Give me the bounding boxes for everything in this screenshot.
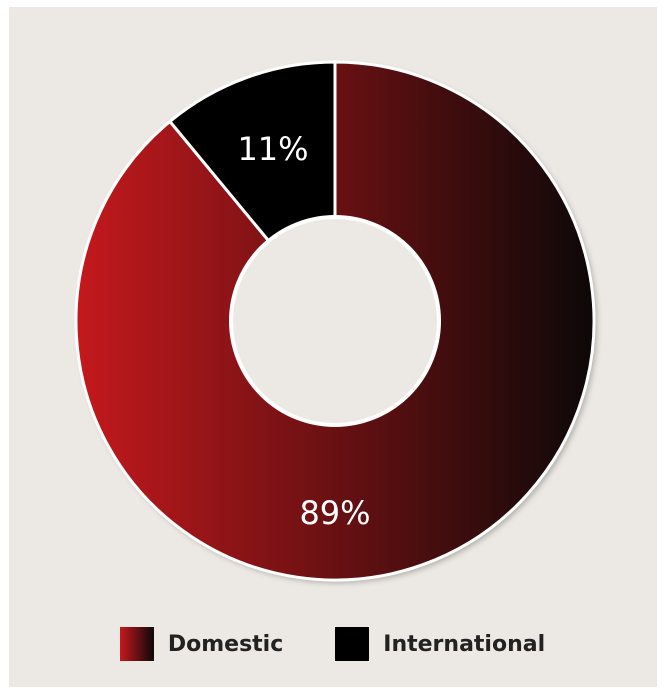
donut-hole	[229, 215, 441, 427]
legend-label-international: International	[383, 631, 546, 657]
legend-swatch-domestic	[119, 627, 154, 661]
legend-swatch-international	[335, 627, 370, 661]
slice-label-international: 11%	[237, 129, 309, 168]
slice-label-domestic: 89%	[299, 494, 371, 532]
legend-item-domestic: Domestic	[119, 627, 284, 661]
legend-item-international: International	[335, 627, 545, 661]
legend-label-domestic: Domestic	[167, 631, 284, 657]
legend: Domestic International	[0, 627, 665, 661]
